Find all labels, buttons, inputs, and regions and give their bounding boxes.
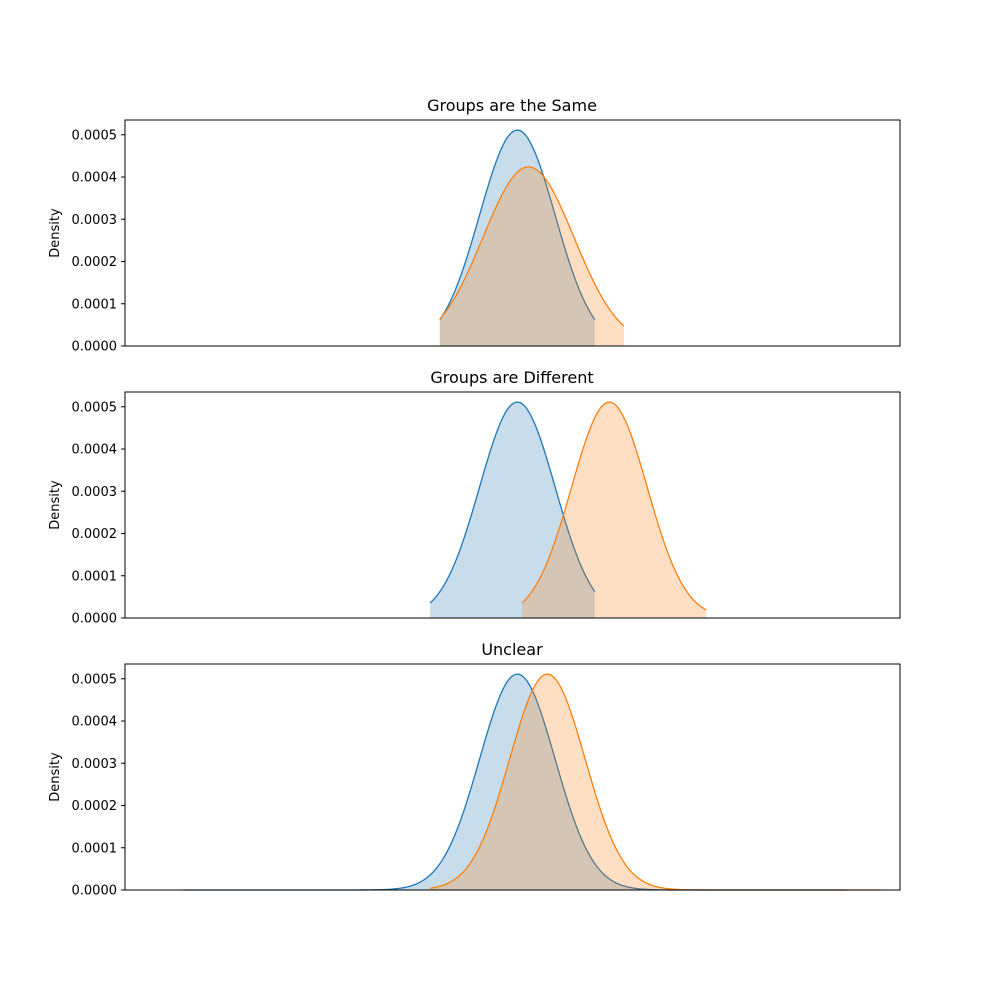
y-tick-label: 0.0000 — [72, 884, 118, 899]
y-tick-label: 0.0001 — [72, 569, 118, 584]
density-curve-b-fill — [522, 402, 707, 618]
y-tick-label: 0.0004 — [72, 171, 118, 186]
y-tick-label: 0.0001 — [72, 841, 118, 856]
y-ticks: 0.0000 0.0001 0.0002 0.0003 0.0004 0.0005 — [72, 672, 125, 899]
y-tick-label: 0.0004 — [72, 443, 118, 458]
density-curves — [429, 401, 707, 618]
plot-frame — [124, 663, 901, 891]
y-tick-label: 0.0000 — [72, 612, 118, 627]
y-axis-label: Density — [48, 752, 63, 802]
density-curves — [439, 129, 625, 346]
density-curve-b-fill — [430, 674, 881, 890]
y-tick-label: 0.0004 — [72, 715, 118, 730]
y-ticks: 0.0000 0.0001 0.0002 0.0003 0.0004 0.0005 — [72, 128, 125, 355]
density-curve-a — [439, 129, 596, 321]
y-tick-label: 0.0003 — [72, 757, 118, 772]
y-tick-label: 0.0002 — [72, 255, 118, 270]
panel-groups-different: Groups are Different 0.00000.00010.00020… — [48, 368, 901, 627]
density-curve-a-fill — [183, 674, 847, 890]
density-curve-a — [429, 401, 596, 604]
y-tick-label: 0.0002 — [72, 799, 118, 814]
density-curve-a-fill — [430, 402, 595, 618]
y-tick-label: 0.0005 — [72, 672, 118, 687]
panel-title: Unclear — [481, 640, 543, 659]
y-tick-label: 0.0002 — [72, 527, 118, 542]
plot-frame — [124, 119, 901, 347]
density-curve-b-fill — [439, 166, 624, 346]
density-curve-a-fill — [439, 130, 595, 346]
y-axis-label: Density — [48, 480, 63, 530]
y-tick-label: 0.0005 — [72, 400, 118, 415]
y-tick-label: 0.0005 — [72, 128, 118, 143]
y-tick-label: 0.0003 — [72, 213, 118, 228]
panel-title: Groups are Different — [430, 368, 593, 387]
y-ticks: 0.0000 0.0001 0.0002 0.0003 0.0004 0.0005 — [72, 400, 125, 627]
y-tick-label: 0.0000 — [72, 340, 118, 355]
panel-title: Groups are the Same — [427, 96, 597, 115]
panel-groups-same: Groups are the Same 0.00000.00010.00020.… — [48, 96, 901, 355]
y-tick-label: 0.0001 — [72, 297, 118, 312]
y-axis-label: Density — [48, 208, 63, 258]
density-curve-b — [439, 166, 625, 327]
density-curve-b — [521, 401, 707, 611]
plot-frame — [124, 391, 901, 619]
panel-unclear: Unclear 0.00000.00010.00020.00030.00040.… — [48, 640, 901, 899]
y-tick-label: 0.0003 — [72, 485, 118, 500]
